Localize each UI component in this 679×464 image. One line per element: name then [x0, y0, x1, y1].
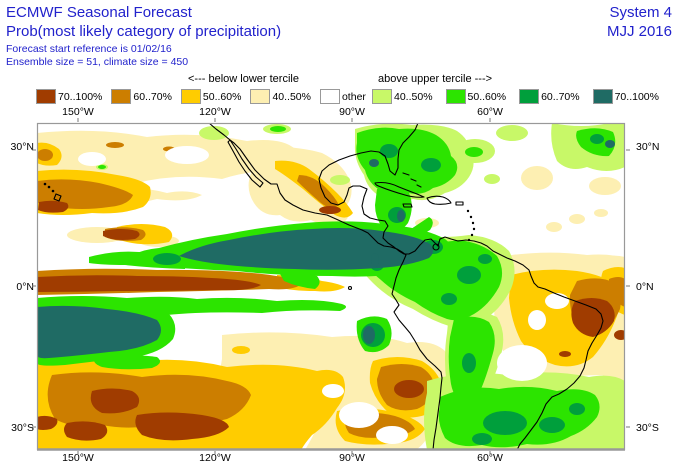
legend-swatch [111, 89, 132, 104]
island-hawaii-big [53, 193, 62, 202]
legend-below-header: <--- below lower tercile [188, 73, 299, 85]
island-dots [43, 182, 476, 242]
legend-label: 40..50% [394, 90, 433, 103]
legend-above-group: 40..50% 50..60% 60..70% 70..100% [372, 89, 659, 104]
axis-ticks [32, 118, 630, 455]
legend-swatch [519, 89, 540, 104]
page-title: ECMWF Seasonal Forecast [6, 4, 192, 21]
region-below-70-100 [37, 200, 625, 441]
season-label: MJJ 2016 [606, 23, 672, 40]
coastlines [53, 123, 604, 450]
legend-label: 50..60% [202, 90, 242, 103]
page-subtitle: Prob(most likely category of precipitati… [6, 23, 282, 40]
legend-swatch [592, 89, 613, 104]
legend-above-header: above upper tercile ---> [378, 73, 493, 85]
legend-swatch [250, 89, 271, 104]
map-canvas [32, 118, 630, 455]
legend-swatch [445, 89, 466, 104]
forecast-map [32, 118, 630, 455]
island-jamaica [402, 203, 413, 208]
legend-label: 50..60% [467, 90, 507, 103]
legend-item: 50..60% [445, 89, 507, 104]
legend-swatch [319, 89, 340, 104]
legend-item: 40..50% [372, 89, 433, 104]
axis-label: 150°W [62, 452, 94, 464]
legend-item: other [319, 89, 366, 104]
legend-swatch [372, 89, 392, 104]
legend-label: 70..100% [58, 90, 103, 103]
axis-label: 0°N [636, 281, 654, 293]
legend-item: 70..100% [36, 89, 102, 104]
axis-label: 90°W [339, 106, 365, 118]
legend-label: 60..70% [541, 90, 580, 103]
island-galapagos [347, 285, 353, 291]
islands-bahamas [402, 172, 422, 188]
axis-label: 30°N [636, 141, 660, 153]
legend-label: other [341, 90, 366, 103]
axis-label: 30°S [636, 422, 659, 434]
coast-baja [227, 139, 264, 188]
legend-item: 70..100% [592, 89, 659, 104]
axis-label: 30°N [10, 141, 34, 153]
legend-label: 60..70% [133, 90, 172, 103]
ensemble-line: Ensemble size = 51, climate size = 450 [6, 56, 189, 68]
region-above-70-100 [37, 140, 615, 359]
axis-label: 0°N [16, 281, 34, 293]
axis-label: 30°S [11, 422, 34, 434]
map-frame [32, 118, 630, 455]
axis-label: 60°W [477, 452, 503, 464]
axis-label: 60°W [477, 106, 503, 118]
forecast-start-line: Forecast start reference is 01/02/16 [6, 43, 172, 55]
axis-label: 120°W [199, 106, 231, 118]
axis-label: 150°W [62, 106, 94, 118]
legend-item: 60..70% [519, 89, 580, 104]
lake-maracaibo [432, 243, 440, 251]
legend-item: 60..70% [111, 89, 172, 104]
coast-atlantic [318, 123, 604, 450]
system-label: System 4 [609, 4, 672, 21]
legend-item: 50..60% [180, 89, 242, 104]
island-puerto-rico [455, 201, 464, 206]
axis-label: 120°W [199, 452, 231, 464]
legend-below-group: 70..100% 60..70% 50..60% 40..50% other [36, 89, 366, 104]
island-hispaniola [426, 195, 452, 205]
legend-item: 40..50% [250, 89, 311, 104]
island-cuba [374, 181, 425, 198]
region-other [78, 146, 569, 444]
legend-label: 70..100% [614, 90, 659, 103]
axis-label: 90°W [339, 452, 365, 464]
legend-label: 40..50% [272, 90, 311, 103]
legend-swatch [36, 89, 56, 104]
legend-swatch [180, 89, 201, 104]
